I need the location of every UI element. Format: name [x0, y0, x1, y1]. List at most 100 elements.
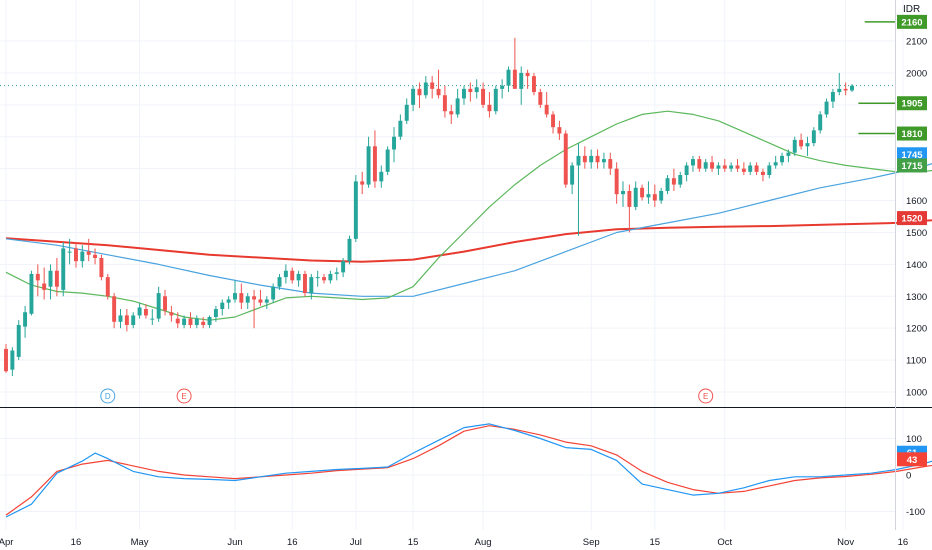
candle-body[interactable]	[729, 165, 734, 169]
candle-body[interactable]	[627, 190, 632, 207]
candle-body[interactable]	[570, 165, 575, 185]
candle-body[interactable]	[93, 254, 98, 258]
candle-body[interactable]	[334, 272, 339, 274]
candle[interactable]	[411, 85, 416, 112]
candle-body[interactable]	[462, 88, 466, 99]
candle-body[interactable]	[353, 181, 358, 239]
candle-body[interactable]	[786, 152, 791, 156]
candle-body[interactable]	[703, 162, 708, 169]
candle-body[interactable]	[500, 85, 505, 89]
candle[interactable]	[748, 162, 753, 176]
candle[interactable]	[169, 305, 174, 322]
candle-body[interactable]	[283, 270, 288, 278]
candle[interactable]	[665, 175, 670, 195]
candle-body[interactable]	[760, 171, 765, 176]
candle[interactable]	[780, 152, 785, 166]
candle[interactable]	[487, 92, 492, 118]
candle-body[interactable]	[347, 238, 352, 262]
candle[interactable]	[481, 82, 486, 109]
candle[interactable]	[601, 152, 606, 169]
candle-body[interactable]	[646, 194, 651, 198]
candle-body[interactable]	[824, 101, 829, 115]
candle[interactable]	[131, 312, 136, 329]
candle[interactable]	[67, 238, 72, 265]
candle-body[interactable]	[213, 309, 218, 318]
candle-body[interactable]	[10, 350, 15, 370]
candle-body[interactable]	[430, 82, 435, 89]
candle-body[interactable]	[481, 88, 486, 105]
candle[interactable]	[811, 127, 816, 147]
candle-body[interactable]	[277, 277, 282, 287]
candle[interactable]	[226, 296, 231, 310]
candle[interactable]	[767, 162, 772, 179]
candle-body[interactable]	[805, 143, 810, 147]
candle[interactable]	[182, 315, 187, 329]
candle-body[interactable]	[830, 92, 835, 102]
candle-body[interactable]	[411, 88, 416, 105]
candle-body[interactable]	[468, 88, 473, 93]
candle[interactable]	[61, 242, 66, 297]
candle[interactable]	[105, 273, 110, 300]
candle-body[interactable]	[112, 296, 117, 322]
candle[interactable]	[678, 171, 683, 188]
candle[interactable]	[710, 155, 715, 172]
level-tag[interactable]: 1905	[897, 96, 927, 111]
candle-body[interactable]	[398, 120, 403, 137]
candle-body[interactable]	[35, 273, 40, 281]
candle[interactable]	[512, 37, 517, 89]
candle[interactable]	[99, 254, 104, 281]
candle-body[interactable]	[392, 136, 396, 150]
candle-body[interactable]	[691, 159, 695, 166]
candle[interactable]	[792, 136, 797, 156]
candle[interactable]	[42, 267, 47, 300]
event-marker[interactable]: E	[698, 388, 714, 404]
candle-body[interactable]	[850, 85, 854, 91]
candle-body[interactable]	[735, 165, 740, 169]
candle[interactable]	[627, 184, 632, 233]
candle-body[interactable]	[442, 95, 447, 112]
candle-body[interactable]	[366, 146, 371, 185]
candle-body[interactable]	[29, 273, 34, 314]
candle[interactable]	[4, 344, 8, 373]
candle-body[interactable]	[252, 296, 257, 300]
candle[interactable]	[201, 317, 206, 329]
candle-body[interactable]	[118, 315, 123, 322]
candle-body[interactable]	[48, 270, 53, 287]
candle-body[interactable]	[538, 92, 543, 105]
candle-body[interactable]	[640, 187, 645, 198]
candle-body[interactable]	[551, 114, 556, 128]
candle-body[interactable]	[531, 76, 536, 93]
event-marker-circle[interactable]	[698, 388, 714, 404]
candle[interactable]	[252, 289, 257, 329]
candle-body[interactable]	[754, 165, 759, 172]
candle-body[interactable]	[614, 168, 619, 195]
candle[interactable]	[462, 85, 466, 105]
candle-body[interactable]	[697, 159, 702, 169]
event-marker-circle[interactable]	[100, 388, 116, 404]
candle[interactable]	[35, 264, 40, 297]
candle[interactable]	[722, 159, 727, 172]
candle[interactable]	[595, 149, 600, 169]
candle-body[interactable]	[710, 162, 715, 169]
candle[interactable]	[220, 299, 225, 316]
candle[interactable]	[188, 312, 193, 329]
candle-body[interactable]	[150, 318, 155, 320]
candle-body[interactable]	[271, 286, 276, 300]
candle-body[interactable]	[608, 159, 613, 169]
candle-body[interactable]	[315, 277, 320, 279]
candle[interactable]	[741, 162, 746, 176]
candle[interactable]	[245, 293, 250, 310]
candle-body[interactable]	[404, 104, 409, 121]
candle[interactable]	[799, 133, 804, 150]
candle-body[interactable]	[137, 307, 142, 316]
candle-body[interactable]	[42, 283, 47, 290]
candle[interactable]	[805, 136, 810, 156]
candle-body[interactable]	[54, 270, 59, 287]
candle[interactable]	[379, 165, 384, 188]
candle-body[interactable]	[601, 159, 606, 163]
candle-body[interactable]	[182, 318, 187, 325]
candle[interactable]	[442, 85, 447, 118]
candle[interactable]	[175, 312, 180, 329]
candle[interactable]	[194, 315, 199, 329]
